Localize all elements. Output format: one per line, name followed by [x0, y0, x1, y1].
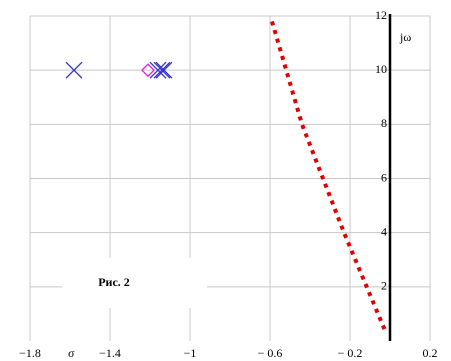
x-tick-label: − 0.6 [258, 346, 283, 360]
y-tick-label: 6 [381, 170, 387, 184]
x-tick-label: −1 [184, 346, 197, 360]
cross-marker [65, 61, 83, 79]
diamond-marker [141, 63, 155, 78]
cross-marker [149, 61, 167, 79]
dotted-line [270, 20, 388, 334]
x-tick-label: −1.4 [99, 346, 121, 360]
y-tick-label: 2 [381, 279, 387, 293]
x-axis-label: σ [68, 346, 75, 360]
y-tick-label: 4 [381, 224, 387, 238]
cross-marker [153, 61, 171, 79]
annotation-box [62, 258, 207, 308]
annotation: Рис. 2 [98, 275, 130, 289]
x-tick-label: −1.8 [19, 346, 41, 360]
cross-marker [155, 61, 173, 79]
x-tick-label: − 0.2 [338, 346, 363, 360]
y-tick-label: 12 [375, 8, 387, 22]
x-tick-label: 0.2 [423, 346, 438, 360]
y-axis-label: jω [399, 30, 411, 44]
y-tick-label: 10 [375, 62, 387, 76]
y-tick-label: 8 [381, 116, 387, 130]
